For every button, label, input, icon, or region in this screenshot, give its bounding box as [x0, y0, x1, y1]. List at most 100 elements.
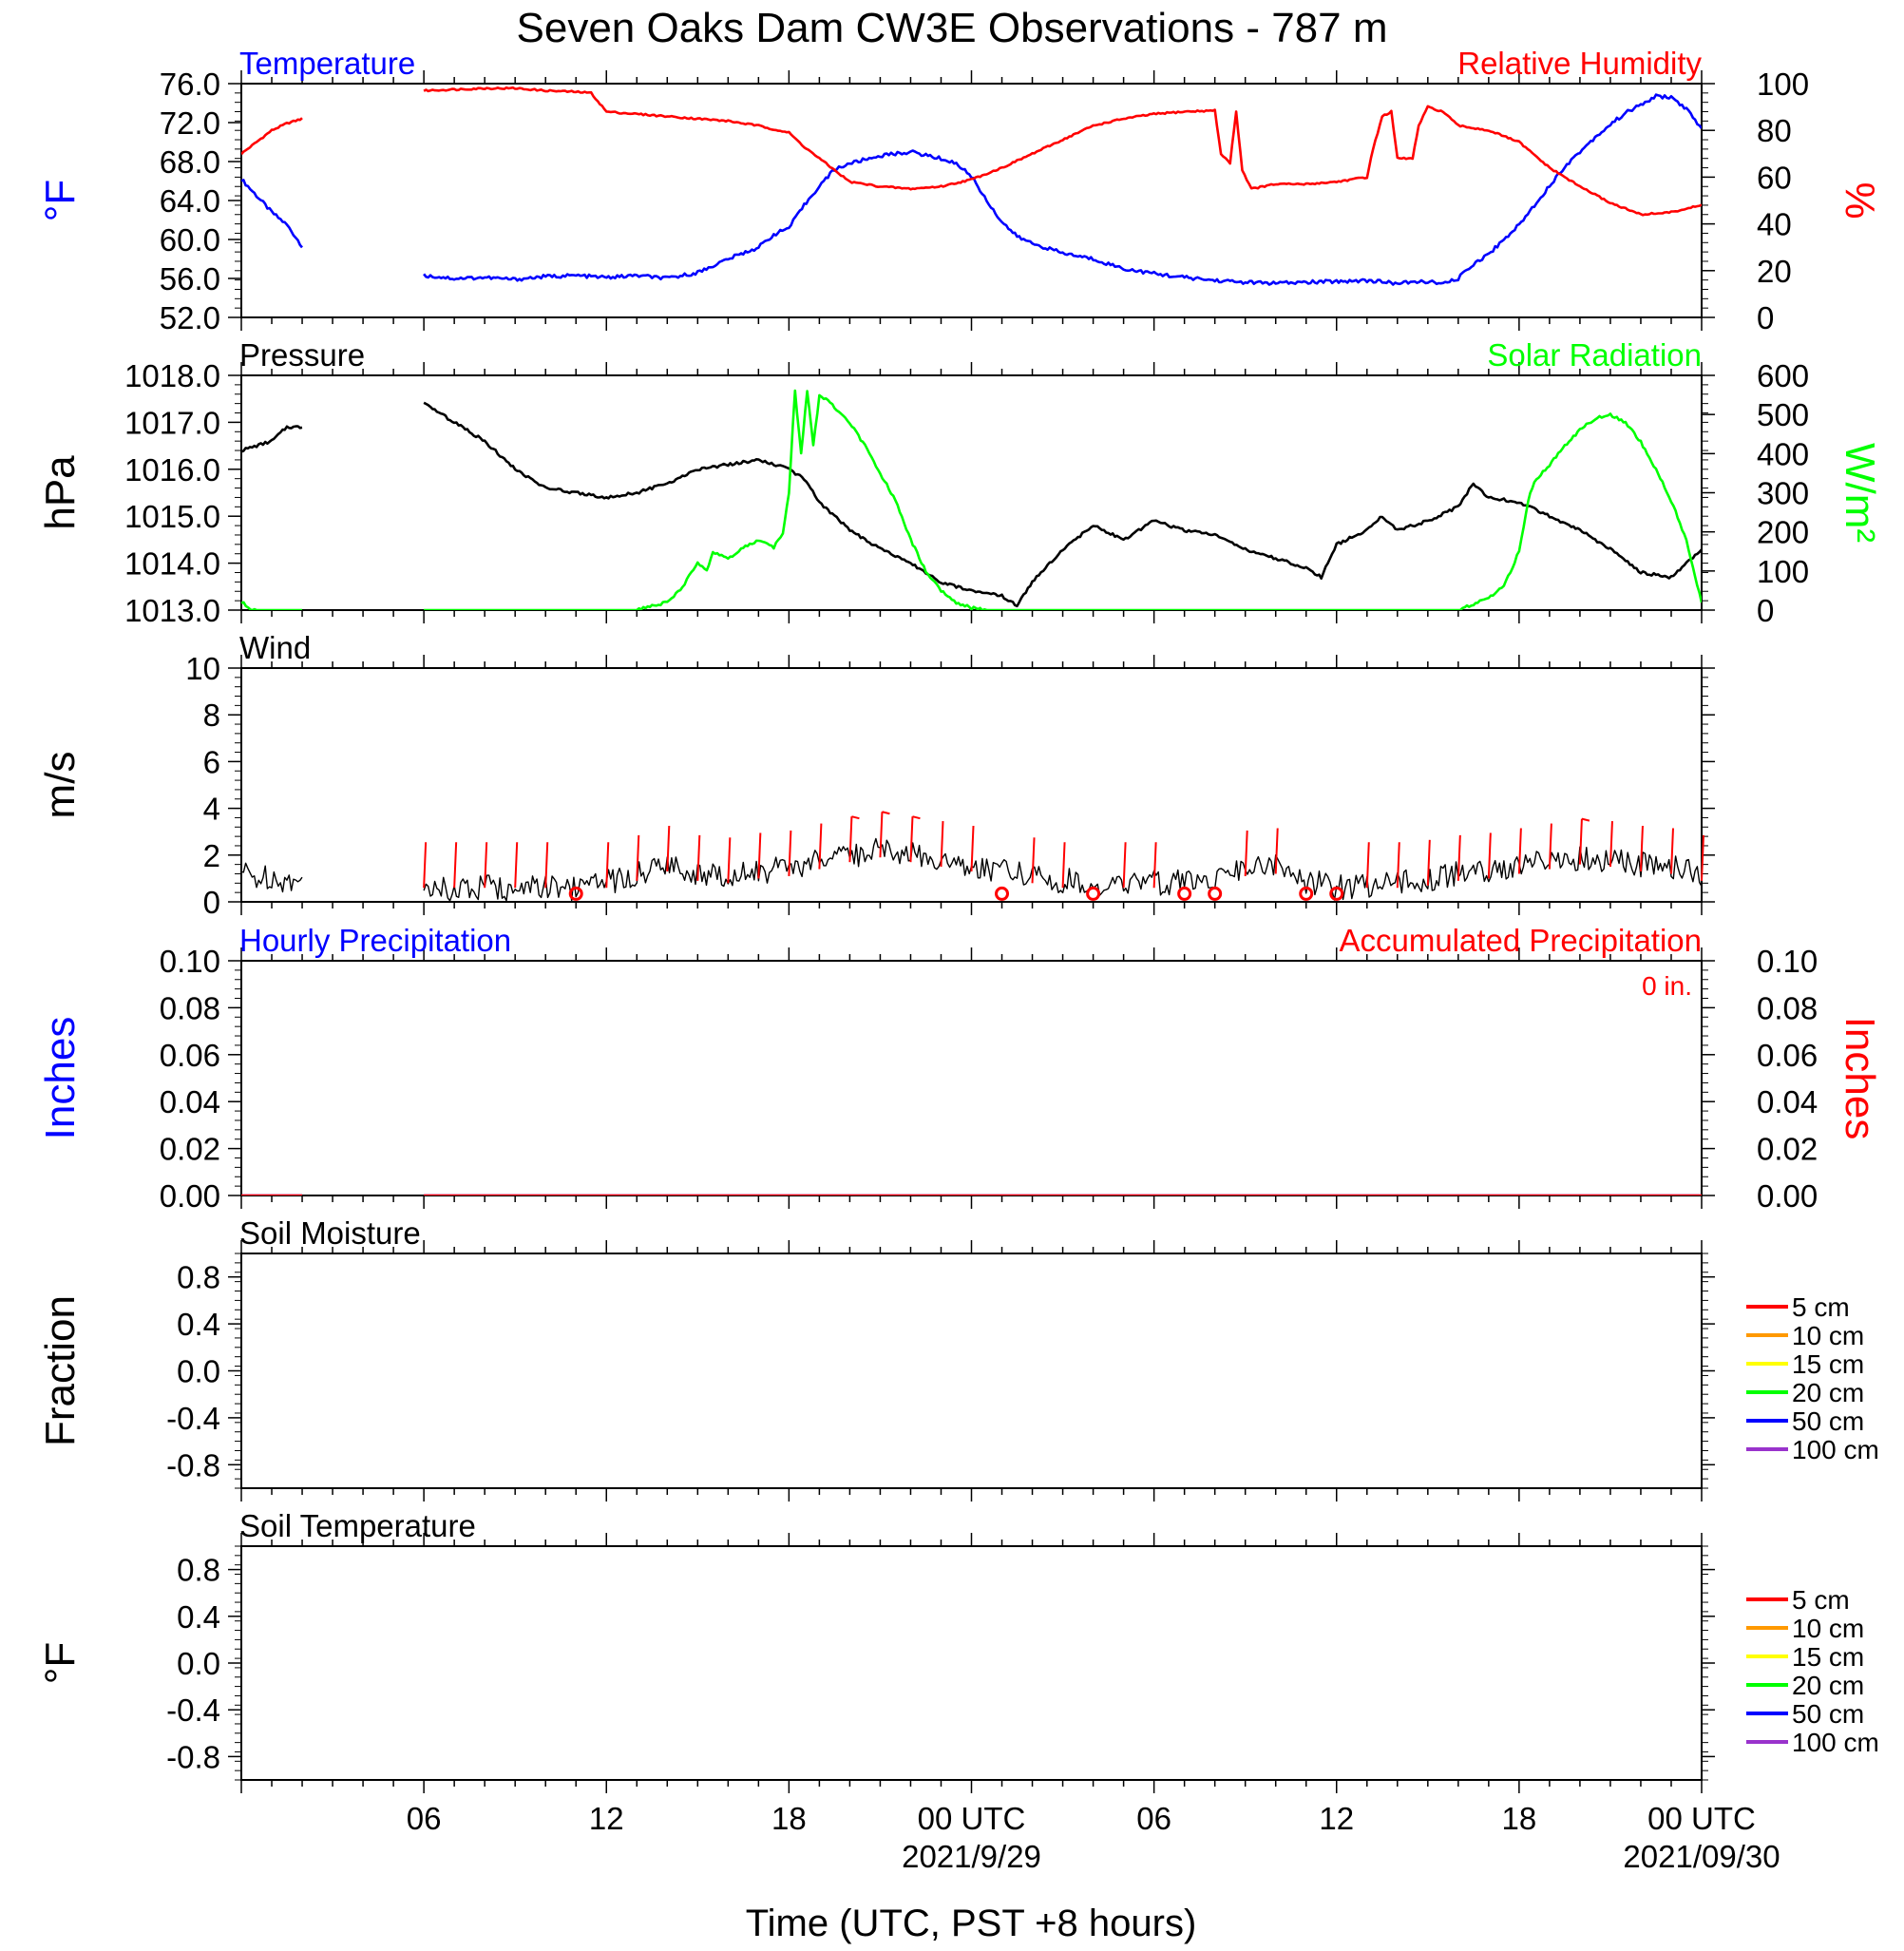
panel-title-right: Relative Humidity	[1457, 46, 1702, 81]
plot-frame	[240, 1545, 1703, 1781]
wind-barb-flag	[912, 815, 921, 820]
wind-barb	[1457, 834, 1461, 881]
wind-barb	[453, 842, 458, 889]
series-line-relative-humidity	[423, 86, 1702, 217]
y-right-tick-label: 0.04	[1757, 1084, 1818, 1119]
y-tick-label: 1013.0	[124, 593, 220, 628]
series-line-pressure	[241, 425, 303, 453]
plot-frame	[240, 83, 1703, 318]
y-axis-label-right: W/m²	[1837, 443, 1883, 543]
legend-label: 10 cm	[1792, 1614, 1864, 1643]
y-tick-label: 0.8	[177, 1553, 220, 1588]
y-tick-label: 0.02	[160, 1132, 220, 1167]
panel-title-right: Accumulated Precipitation	[1339, 923, 1702, 958]
calm-wind-marker	[1329, 886, 1344, 901]
y-axis-label-left: hPa	[37, 455, 84, 530]
y-tick-label: 4	[203, 792, 220, 827]
y-axis-label-right: Inches	[1837, 1017, 1883, 1140]
y-right-tick-label: 200	[1757, 515, 1809, 550]
y-tick-label: 0.8	[177, 1260, 220, 1295]
y-tick-label: 52.0	[160, 300, 220, 335]
y-tick-label: 68.0	[160, 144, 220, 180]
legend-label: 15 cm	[1792, 1642, 1864, 1672]
x-date-label: 2021/9/29	[902, 1839, 1041, 1874]
wind-barb	[940, 821, 944, 868]
y-tick-label: 0.00	[160, 1178, 220, 1214]
y-tick-label: 1017.0	[124, 405, 220, 440]
y-tick-label: 60.0	[160, 222, 220, 258]
wind-barb	[788, 830, 792, 876]
wind-barb	[909, 816, 914, 863]
y-right-tick-label: 400	[1757, 436, 1809, 471]
x-tick-label: 06	[1136, 1801, 1171, 1836]
wind-barb-flag	[1581, 817, 1590, 822]
y-right-tick-label: 40	[1757, 207, 1792, 242]
wind-barb	[484, 842, 488, 889]
y-tick-label: 0.08	[160, 990, 220, 1025]
wind-barb-flag	[851, 815, 860, 820]
wind-barb	[727, 837, 732, 884]
y-right-tick-label: 500	[1757, 397, 1809, 432]
wind-barb	[1578, 818, 1583, 865]
wind-barb	[757, 832, 762, 879]
x-tick-label: 00 UTC	[1647, 1801, 1756, 1836]
series-line-solar-radiation	[424, 389, 1702, 610]
y-axis-label-left: Fraction	[37, 1295, 84, 1446]
y-axis-label-left: °F	[37, 1642, 84, 1684]
legend-label: 20 cm	[1792, 1671, 1864, 1700]
y-tick-label: 0.4	[177, 1307, 220, 1342]
y-tick-label: -0.4	[166, 1693, 220, 1728]
y-tick-label: 1015.0	[124, 499, 220, 534]
wind-barb	[1517, 828, 1522, 874]
x-tick-label: 12	[1319, 1801, 1354, 1836]
chart-panels: 52.056.060.064.068.072.076.0020406080100…	[37, 46, 1883, 1793]
y-right-tick-label: 100	[1757, 554, 1809, 589]
panel-pressure-solar: 1013.0 1014.0 1015.0 1016.0 1017.0 1018.0 0 100…	[37, 337, 1883, 628]
wind-barb	[879, 812, 884, 858]
series-group	[241, 389, 1702, 610]
y-tick-label: 1018.0	[124, 358, 220, 393]
wind-barb	[1274, 828, 1279, 874]
y-right-tick-label: 80	[1757, 113, 1792, 148]
y-tick-label: 72.0	[160, 105, 220, 141]
wind-barb	[636, 834, 640, 881]
y-axis-label-left: °F	[37, 180, 84, 221]
x-date-label: 2021/09/30	[1623, 1839, 1780, 1874]
legend-label: 50 cm	[1792, 1699, 1864, 1729]
y-tick-label: -0.8	[166, 1739, 220, 1774]
y-tick-label: 56.0	[160, 261, 220, 296]
wind-barb	[1396, 842, 1400, 889]
chart-title: Seven Oaks Dam CW3E Observations - 787 m	[517, 5, 1388, 51]
panel-title-left: Soil Temperature	[239, 1508, 476, 1543]
series-line-wind	[423, 837, 1702, 902]
accumulated-total-label: 0 in.	[1642, 971, 1692, 1001]
plot-frame	[240, 960, 1703, 1196]
panel-title-left: Wind	[239, 630, 311, 665]
legend-label: 100 cm	[1792, 1728, 1879, 1757]
y-axis-label-right: %	[1837, 182, 1883, 219]
panel-soil-moisture: -0.8 -0.4 0.0 0.4 0.8 Soil Moisture Fraction 5 …	[37, 1215, 1879, 1502]
panel-temperature-humidity: 52.0 56.060.064.068.072.076.0 0 20 40 60 80 100…	[37, 46, 1883, 335]
calm-wind-marker	[568, 886, 583, 901]
calm-wind-marker	[1086, 886, 1101, 901]
wind-barb	[1244, 830, 1248, 876]
wind-barb	[514, 842, 519, 889]
plot-frame	[240, 1253, 1703, 1489]
wind-barb	[1061, 842, 1066, 889]
wind-barb	[1548, 823, 1552, 870]
series-line-temperature	[241, 179, 303, 249]
y-tick-label: 64.0	[160, 183, 220, 219]
y-tick-label: 0.04	[160, 1084, 220, 1119]
series-line-pressure	[423, 401, 1702, 608]
series-line-relative-humidity	[241, 117, 303, 156]
y-right-tick-label: 20	[1757, 254, 1792, 289]
y-tick-label: 76.0	[160, 67, 220, 102]
wind-barb	[605, 842, 610, 889]
x-tick-label: 18	[1502, 1801, 1537, 1836]
wind-barb	[818, 823, 823, 870]
legend-label: 20 cm	[1792, 1378, 1864, 1407]
legend-label: 15 cm	[1792, 1349, 1864, 1379]
legend-label: 50 cm	[1792, 1406, 1864, 1436]
wind-barb-flag	[882, 811, 890, 815]
